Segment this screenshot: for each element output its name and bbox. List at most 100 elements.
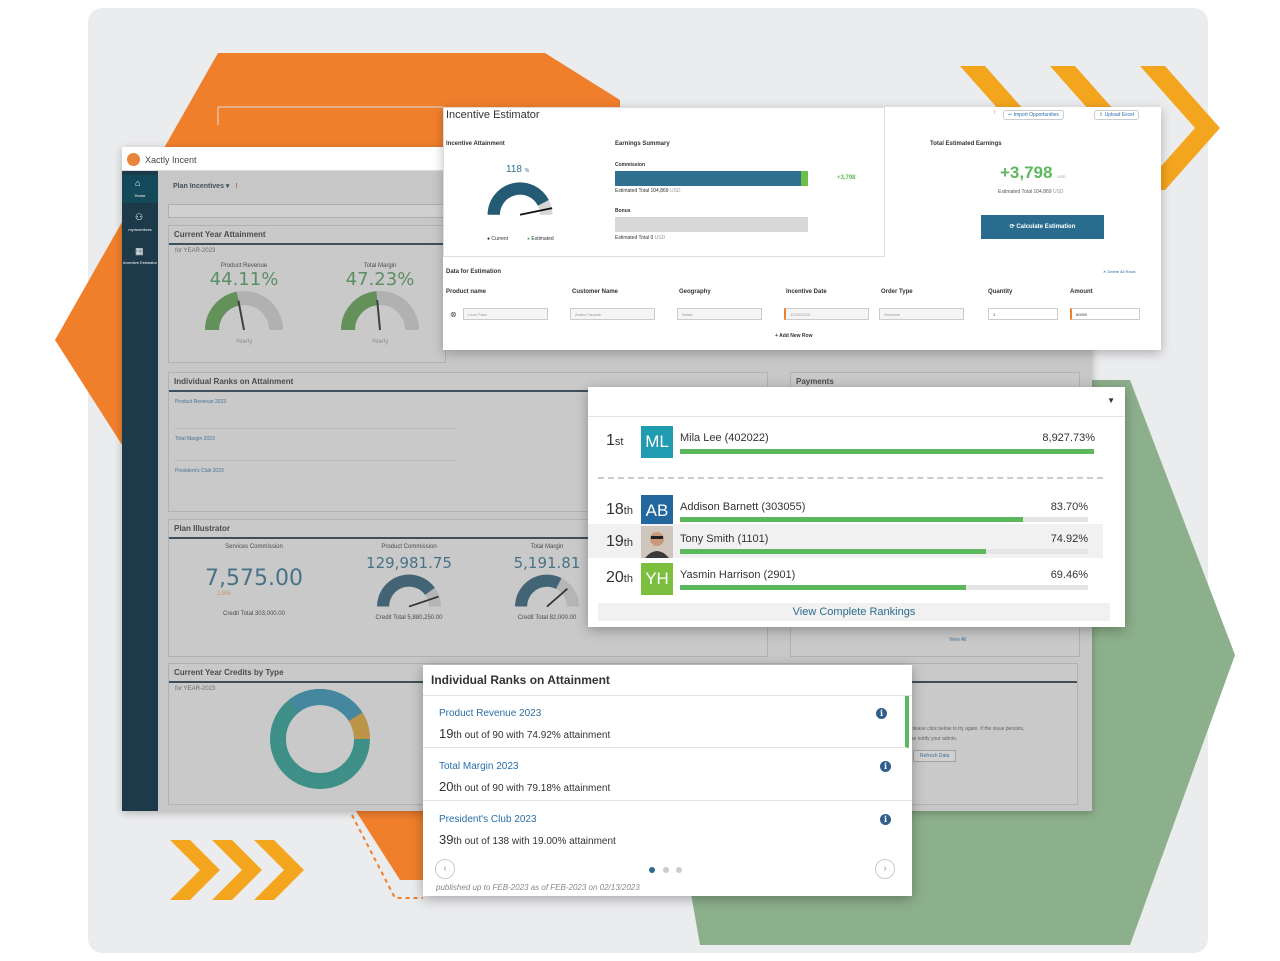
button-label: Calculate Estimation	[1016, 224, 1076, 230]
import-opportunities-button[interactable]: ⇐ Import Opportunities	[1003, 110, 1064, 120]
column-header: Incentive Date	[786, 289, 827, 295]
rank-bar-fill	[680, 585, 966, 590]
carousel-dot[interactable]	[663, 867, 669, 873]
attainment-item[interactable]: President's Club 2023 39th out of 138 wi…	[423, 802, 912, 854]
attainment-item[interactable]: Total Margin 2023 20th out of 90 with 79…	[423, 749, 912, 801]
attainment-item-name: President's Club 2023	[439, 814, 537, 825]
rank-percent: 74.92%	[1050, 533, 1088, 545]
attainment-item-rank: 39th out of 138 with 19.00% attainment	[439, 832, 616, 847]
calculator-icon: ▦	[135, 246, 144, 256]
quantity-field[interactable]: 1	[988, 308, 1058, 320]
upload-excel-button[interactable]: ⇪ Upload Excel	[1094, 110, 1140, 120]
view-all-link[interactable]: View All	[949, 637, 967, 643]
gauge-total-margin: Total Margin 47.23% Yearly	[325, 263, 435, 345]
attainment-gauge	[487, 182, 553, 216]
summary-label: Earnings Summary	[615, 141, 670, 147]
bonus-total: Estimated Total 0 USD	[615, 235, 665, 241]
rank-suffix: th	[453, 730, 462, 741]
total-earnings-label: Total Estimated Earnings	[930, 141, 1002, 147]
gauge-product-revenue: Product Revenue 44.11% Yearly	[189, 263, 299, 345]
plan-dropdown[interactable]: Plan Incentives ▾ !	[173, 183, 238, 190]
geography-field[interactable]: Noida	[677, 308, 762, 320]
gauge-label: Product Revenue	[220, 263, 268, 269]
rank-number: 19	[606, 533, 624, 550]
attainment-label: Incentive Attainment	[446, 141, 505, 147]
attainment-unit: %	[524, 168, 530, 174]
commission-total: Estimated Total 104,869 USD	[615, 188, 681, 194]
chevron-right-icon[interactable]: ›	[875, 859, 895, 879]
column-header: Geography	[679, 289, 711, 295]
order-type-field[interactable]: Renewal	[879, 308, 964, 320]
attainment-header: Individual Ranks on Attainment	[423, 665, 912, 696]
attainment-item-name: Product Revenue 2023	[439, 708, 542, 719]
nav-label: Incentive Estimator	[122, 260, 157, 265]
avatar: YH	[641, 563, 673, 595]
rank-bar-fill	[680, 449, 1094, 454]
attainment-value: 118 %	[506, 164, 529, 175]
rank-bar	[680, 517, 1088, 522]
total-earnings-value: +3,798	[1000, 163, 1053, 182]
card-subtitle: for YEAR-2023	[175, 686, 216, 692]
carousel-dot[interactable]	[676, 867, 682, 873]
nav-item-estimator[interactable]: ▦ Incentive Estimator	[122, 243, 158, 273]
gauge-footer: Yearly	[235, 339, 253, 345]
incentive-estimator-panel: Incentive Estimator ! ⇐ Import Opportuni…	[443, 107, 1161, 350]
nav-item-myincentives[interactable]: ⚇ myIncentives	[122, 209, 158, 237]
chevron-left-icon[interactable]: ‹	[435, 859, 455, 879]
illustrator-credit: Credit Total 303,000.00	[223, 611, 285, 617]
rank-name: Mila Lee (402022)	[680, 432, 769, 444]
legend-label: Estimated	[531, 236, 554, 242]
carousel-dot-active[interactable]	[649, 867, 655, 873]
attainment-number: 118	[506, 164, 522, 175]
unit: USD	[1052, 189, 1064, 195]
illustrator-product: Product Commission 129,981.75 Credit Tot…	[339, 544, 479, 621]
commission-gauge	[377, 574, 441, 608]
rank-suffix: th	[453, 783, 462, 794]
delete-all-rows-link[interactable]: ✕ Delete All Rows	[1103, 269, 1136, 274]
rank-position: 20th	[606, 569, 633, 587]
gauge-value: 44.11%	[209, 269, 279, 290]
column-header: Quantity	[988, 289, 1013, 295]
chevron-down-icon[interactable]: ▼	[1107, 396, 1115, 405]
list-item: President's Club 2023	[175, 461, 457, 493]
commission-bar	[615, 171, 808, 186]
incentive-date-field[interactable]: 12/19/2023	[784, 308, 869, 320]
rank-detail: out of 90 with 79.18% attainment	[461, 783, 611, 794]
avatar: ML	[641, 426, 673, 458]
view-complete-rankings-link[interactable]: View Complete Rankings	[598, 603, 1110, 621]
column-header: Customer Name	[572, 289, 619, 295]
customer-name-field[interactable]: Anand Yavade	[570, 308, 655, 320]
rank-name: Product Revenue 2023	[175, 399, 227, 405]
nav-item-home[interactable]: ⌂ Home	[122, 175, 158, 203]
gauge-dial	[205, 291, 283, 331]
total-earnings-sub: Estimated Total 104,869 USD	[998, 189, 1064, 195]
illustrator-services: Services Commission 7,575.00 2.5% Credit…	[189, 544, 319, 617]
attainment-item[interactable]: Product Revenue 2023 19th out of 90 with…	[423, 696, 909, 748]
rank-number: 20	[606, 569, 624, 586]
unit: USD	[669, 188, 681, 194]
info-icon[interactable]: i	[876, 708, 887, 719]
rank-gap-divider	[598, 477, 1103, 479]
refresh-data-button[interactable]: Refresh Data	[913, 750, 957, 762]
remove-row-icon[interactable]: ⊗	[450, 310, 457, 319]
card-subtitle: for YEAR-2023	[175, 248, 216, 254]
alert-icon: !	[994, 110, 996, 116]
calculate-estimation-button[interactable]: ⟳ Calculate Estimation	[981, 215, 1104, 239]
illustrator-label: Services Commission	[225, 544, 283, 550]
margin-gauge	[515, 574, 579, 608]
rank-bar	[680, 549, 1088, 554]
avatar-photo	[641, 526, 673, 558]
illustrator-credit: Credit Total 5,880,250.00	[375, 615, 443, 621]
info-icon[interactable]: i	[880, 814, 891, 825]
amount-field[interactable]: 60000	[1070, 308, 1140, 320]
product-name-field[interactable]: Lean Pass	[463, 308, 548, 320]
rank-percent: 8,927.73%	[1042, 432, 1095, 444]
rank-position: 18th	[606, 501, 633, 519]
rank-name: Yasmin Harrison (2901)	[680, 569, 796, 581]
legend-label: Current	[491, 236, 509, 242]
rank-row: 20th YH Yasmin Harrison (2901) 69.46%	[588, 563, 1125, 597]
unit: USD	[1057, 174, 1066, 179]
add-new-row-button[interactable]: + Add New Row	[775, 333, 813, 339]
nav-label: myIncentives	[128, 227, 152, 232]
info-icon[interactable]: i	[880, 761, 891, 772]
